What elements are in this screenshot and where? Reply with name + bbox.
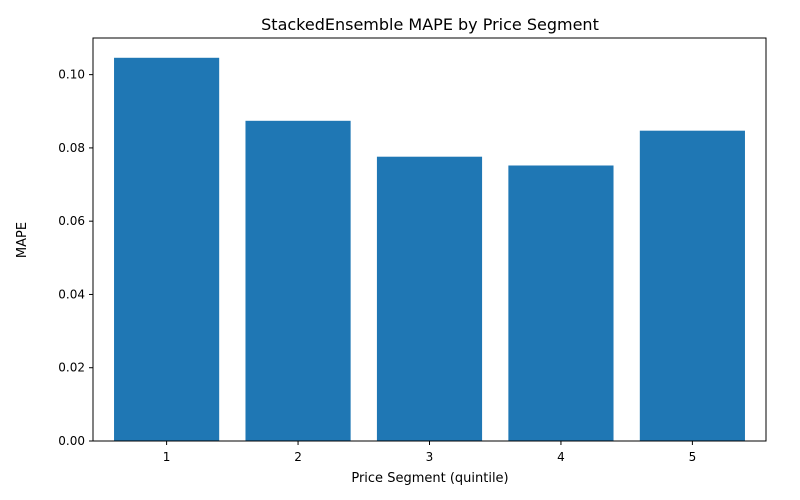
bar-1	[114, 57, 220, 442]
y-tick-label: 0.04	[58, 287, 85, 301]
chart-title: StackedEnsemble MAPE by Price Segment	[261, 15, 599, 34]
y-tick-label: 0.10	[58, 68, 85, 82]
x-tick-label: 4	[557, 450, 565, 464]
y-axis-label: MAPE	[15, 222, 30, 258]
bar-4	[508, 165, 614, 441]
x-tick-label: 1	[163, 450, 171, 464]
bar-5	[639, 130, 745, 441]
y-tick-label: 0.06	[58, 214, 85, 228]
bar-2	[245, 120, 351, 441]
x-axis-label: Price Segment (quintile)	[351, 471, 508, 486]
x-tick-label: 2	[294, 450, 302, 464]
plot-frame	[92, 37, 767, 442]
bars-group	[114, 57, 745, 442]
x-tick-label: 3	[426, 450, 434, 464]
y-tick-label: 0.00	[58, 434, 85, 448]
y-tick-label: 0.02	[58, 361, 85, 375]
bar-3	[376, 156, 483, 441]
y-axis: 0.00 0.02 0.04 0.06 0.08 0.10	[58, 68, 93, 448]
x-axis: 1 2 3 4 5	[163, 441, 696, 464]
x-tick-label: 5	[689, 450, 697, 464]
y-tick-label: 0.08	[58, 141, 85, 155]
